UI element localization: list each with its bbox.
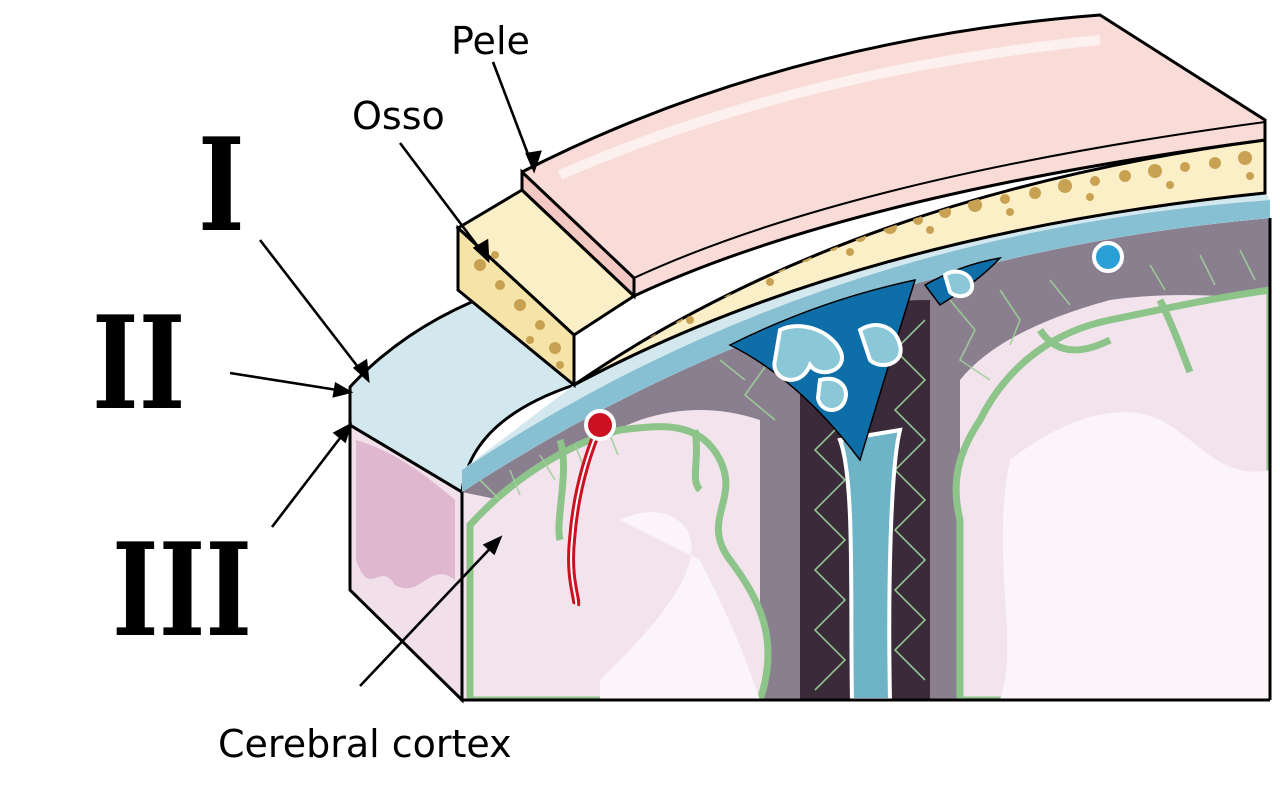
label-layer-3: III — [112, 516, 253, 666]
arrow-osso — [398, 142, 490, 261]
label-layer-1: I — [198, 111, 245, 261]
label-osso: Osso — [352, 94, 445, 138]
label-cerebral-cortex: Cerebral cortex — [218, 722, 512, 766]
label-pele: Pele — [451, 19, 530, 63]
falx-channel — [837, 427, 903, 700]
arrow-layer-1 — [258, 239, 370, 381]
arachnoid-granulations — [772, 269, 975, 412]
arrow-pele — [491, 61, 536, 171]
arrow-layer-2 — [229, 371, 351, 394]
artery — [567, 409, 616, 607]
label-layer-2: II — [92, 289, 186, 439]
pointer-arrows — [229, 61, 542, 687]
vein — [1092, 241, 1124, 273]
bone-layer — [455, 138, 1267, 389]
arrow-cortex — [359, 537, 501, 687]
arrow-layer-3 — [270, 424, 352, 528]
